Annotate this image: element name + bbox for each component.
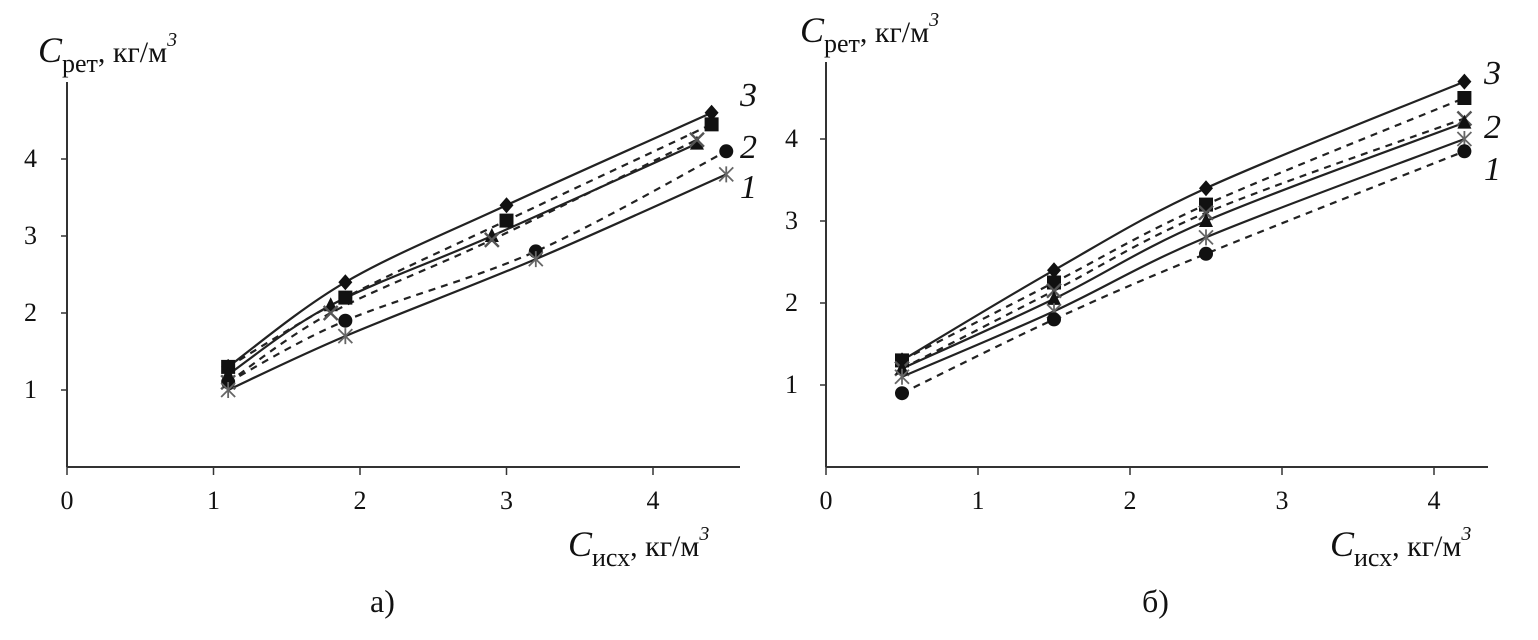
curves-b bbox=[901, 80, 1465, 395]
data-point-triangle bbox=[895, 360, 909, 375]
data-point-x bbox=[1046, 282, 1062, 299]
curve-label-3-a: 3 bbox=[739, 77, 757, 114]
x-tick-label: 2 bbox=[1124, 486, 1137, 515]
x-axis-label-b: Cисх, кг/м3 bbox=[1330, 523, 1471, 572]
series-line-circle bbox=[901, 150, 1465, 395]
x-tick-label: 4 bbox=[647, 486, 660, 515]
data-point-square bbox=[338, 290, 353, 305]
series-line-circle bbox=[227, 150, 727, 384]
series-line-diamond bbox=[901, 80, 1465, 362]
data-point-circle bbox=[1199, 246, 1213, 261]
data-point-circle bbox=[895, 386, 909, 401]
panel-label-a: а) bbox=[370, 583, 395, 619]
y-tick-label: 4 bbox=[24, 144, 37, 173]
x-tick-label: 3 bbox=[1276, 486, 1289, 515]
panel-label-b: б) bbox=[1142, 583, 1169, 619]
x-tick-label: 0 bbox=[61, 486, 74, 515]
data-point-diamond bbox=[338, 274, 353, 291]
curve-label-2-b: 2 bbox=[1484, 109, 1501, 146]
curve-label-2-a: 2 bbox=[740, 129, 757, 166]
x-tick-label: 1 bbox=[972, 486, 985, 515]
data-point-x bbox=[484, 232, 500, 248]
data-point-x bbox=[1198, 204, 1214, 221]
data-point-diamond bbox=[1199, 180, 1213, 197]
series-line-x bbox=[227, 138, 698, 384]
data-point-circle bbox=[719, 144, 734, 159]
data-point-diamond bbox=[704, 104, 719, 121]
data-point-circle bbox=[1047, 312, 1061, 327]
series-line-x bbox=[901, 117, 1465, 370]
x-tick-label: 2 bbox=[354, 486, 367, 515]
y-tick-label: 4 bbox=[785, 124, 798, 153]
series-line-diamond bbox=[227, 111, 713, 368]
data-point-diamond bbox=[1047, 262, 1061, 279]
data-point-square bbox=[499, 213, 514, 228]
markers-a bbox=[220, 104, 734, 398]
y-axis-label-b: Cрет, кг/м3 bbox=[800, 9, 939, 58]
x-tick-label: 4 bbox=[1428, 486, 1441, 515]
data-point-triangle bbox=[1199, 213, 1213, 227]
y-tick-label: 2 bbox=[785, 288, 798, 317]
series-line-star bbox=[901, 137, 1465, 378]
y-tick-label: 1 bbox=[785, 370, 798, 399]
data-point-circle bbox=[1457, 144, 1472, 159]
data-point-star bbox=[220, 382, 236, 398]
data-point-star bbox=[718, 166, 734, 183]
y-tick-label: 1 bbox=[24, 375, 37, 404]
curves-a bbox=[227, 111, 727, 391]
data-point-star bbox=[1198, 229, 1214, 246]
data-point-diamond bbox=[1457, 73, 1472, 90]
x-tick-label: 1 bbox=[207, 486, 220, 515]
x-tick-label: 0 bbox=[820, 486, 833, 515]
x-tick-label: 3 bbox=[500, 486, 513, 515]
data-point-star bbox=[528, 251, 544, 268]
data-point-square bbox=[704, 117, 719, 132]
y-tick-label: 3 bbox=[24, 221, 37, 250]
data-point-triangle bbox=[1457, 114, 1472, 129]
data-point-triangle bbox=[689, 135, 704, 150]
data-point-circle bbox=[338, 313, 353, 328]
series-line-star bbox=[227, 173, 727, 391]
data-point-triangle bbox=[484, 228, 499, 242]
curve-label-1-a: 1 bbox=[740, 169, 757, 206]
y-tick-label: 3 bbox=[785, 206, 798, 235]
data-point-square bbox=[1457, 91, 1472, 105]
series-line-square bbox=[901, 96, 1465, 362]
data-point-triangle bbox=[1047, 290, 1061, 305]
curve-label-3-b: 3 bbox=[1483, 55, 1501, 92]
data-point-star bbox=[337, 328, 353, 345]
series-line-triangle bbox=[227, 142, 698, 376]
y-axis-label-a: Cрет, кг/м3 bbox=[38, 29, 177, 78]
data-point-diamond bbox=[499, 197, 514, 214]
axes-b: 0 1 2 3 4 1 2 3 4 bbox=[785, 62, 1488, 515]
data-point-triangle bbox=[323, 297, 338, 312]
curve-label-1-b: 1 bbox=[1484, 151, 1501, 188]
x-axis-label-a: Cисх, кг/м3 bbox=[568, 523, 709, 572]
y-tick-label: 2 bbox=[24, 298, 37, 327]
series-line-triangle bbox=[901, 121, 1465, 370]
markers-b bbox=[894, 73, 1473, 401]
data-point-x bbox=[322, 305, 339, 321]
data-point-x bbox=[689, 131, 705, 148]
axes-a: 0 1 2 3 4 1 2 3 4 bbox=[24, 82, 740, 515]
data-point-star bbox=[894, 368, 910, 385]
